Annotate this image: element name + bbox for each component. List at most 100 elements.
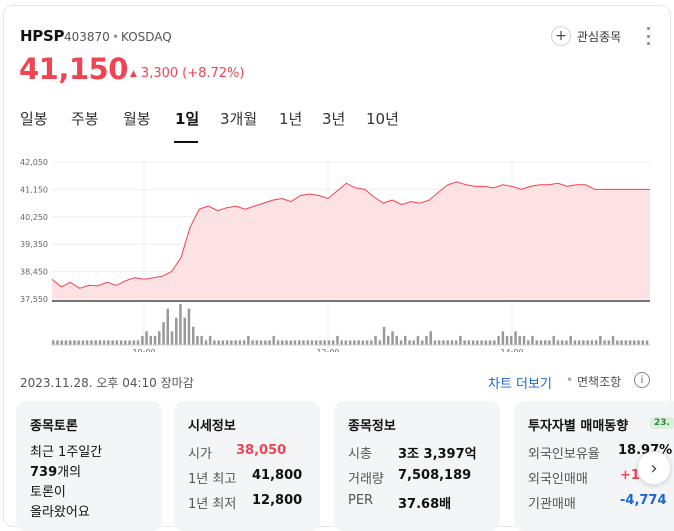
volume-bar: [85, 340, 89, 345]
open-price-value: 38,050: [236, 443, 287, 458]
investor-trend-title: 투자자별 매매동향: [528, 419, 629, 434]
volume-bar: [620, 340, 623, 345]
volume-bar: [192, 326, 195, 345]
tab-weekly[interactable]: 주봉: [71, 110, 99, 128]
volume-bar: [221, 340, 225, 345]
intraday-price-chart[interactable]: 42,050 41,150 40,250 39,350 38,450 37,550 10:0…: [18, 152, 652, 352]
forum-line-3: 토론이: [30, 485, 66, 500]
open-price-row: 시가 38,050: [188, 443, 286, 462]
y-tick-label: 37,550: [20, 295, 48, 304]
volume-bar: [234, 340, 237, 345]
institution-trade-value: -4,774: [620, 493, 667, 508]
volume-bar: [378, 340, 382, 345]
volume-bar: [187, 308, 191, 345]
tab-monthly[interactable]: 월봉: [123, 110, 151, 128]
footer-separator: •: [566, 373, 574, 387]
foreign-trade-value: +1: [620, 468, 640, 483]
date-badge: 23.: [650, 417, 674, 429]
volume-bar: [158, 331, 161, 345]
volume-bar: [374, 335, 377, 345]
foreign-ownership-label: 외국인보유율: [528, 447, 600, 462]
volume-bar: [365, 340, 369, 345]
volume-bar: [425, 335, 428, 345]
tab-10years[interactable]: 10년: [366, 110, 399, 128]
volume-bar: [454, 340, 458, 345]
x-tick-label: 12:00: [316, 348, 339, 352]
volume-bar: [225, 340, 229, 345]
forum-count-suffix: 개의: [57, 465, 82, 480]
volume-bar: [170, 331, 174, 345]
institution-trade-row: 기관매매 -4,774: [528, 493, 667, 512]
volume-bar: [645, 340, 649, 345]
next-panel-button[interactable]: ›: [637, 451, 671, 485]
volume-bar: [323, 340, 326, 345]
per-label: PER: [348, 493, 374, 508]
volume-bar: [459, 335, 462, 345]
volume-bar: [102, 340, 106, 345]
forum-summary: 최근 1주일간 739개의 토론이 올라왔어요: [30, 443, 140, 523]
change-amount: 3,300: [140, 66, 179, 81]
price-area: [52, 181, 650, 299]
tab-1day[interactable]: 1일: [175, 110, 200, 128]
disclaimer-link[interactable]: 면책조항: [577, 375, 622, 389]
volume-bar: [281, 340, 284, 345]
volume-bar: [633, 340, 636, 345]
volume-bar: [315, 340, 318, 345]
volume-bar: [514, 331, 517, 345]
foreign-ownership-row: 외국인보유율 18.97%: [528, 443, 672, 462]
volume-bar: [153, 335, 157, 345]
watchlist-button[interactable]: + 관심종목: [551, 26, 633, 46]
volume-bar: [293, 340, 297, 345]
tab-3months[interactable]: 3개월: [220, 110, 258, 128]
volume-bar: [175, 317, 178, 345]
volume-bar: [298, 340, 301, 345]
volume-bar: [577, 340, 581, 345]
watchlist-label: 관심종목: [577, 29, 622, 44]
forum-panel[interactable]: 종목토론 최근 1주일간 739개의 토론이 올라왔어요: [16, 401, 162, 531]
volume-value: 7,508,189: [398, 468, 472, 483]
volume-bar: [641, 340, 644, 345]
volume-bar: [276, 340, 280, 345]
volume-bar: [145, 331, 148, 345]
market-info-panel[interactable]: 시세정보 시가 38,050 1년 최고 41,800 1년 최저 12,800: [174, 401, 320, 531]
tab-3years[interactable]: 3년: [322, 110, 346, 128]
volume-bar: [136, 340, 140, 345]
volume-bar: [370, 340, 373, 345]
volume-bar: [208, 335, 212, 345]
forum-line-2: 739개의: [30, 463, 140, 483]
open-price-label: 시가: [188, 447, 212, 462]
market-info-title: 시세정보: [188, 419, 236, 434]
volume-bar: [594, 340, 598, 345]
y-tick-label: 38,450: [20, 268, 48, 277]
volume-bar: [344, 340, 348, 345]
y-tick-label: 39,350: [20, 240, 48, 249]
volume-bar: [395, 335, 398, 345]
volume-bar: [399, 340, 403, 345]
volume-bar: [196, 335, 199, 345]
volume-bar: [149, 335, 152, 345]
volume-bar: [166, 308, 169, 345]
volume-bar: [446, 340, 449, 345]
volume-bar: [391, 331, 394, 345]
tab-daily[interactable]: 일봉: [20, 110, 48, 128]
info-icon[interactable]: i: [634, 372, 650, 388]
stock-info-panel[interactable]: 종목정보 시총 3조 3,397억 거래량 7,508,189 PER 37.6…: [334, 401, 500, 531]
chart-more-link[interactable]: 차트 더보기: [488, 377, 552, 392]
chevron-right-icon: ›: [650, 457, 658, 479]
more-vertical-icon[interactable]: [643, 27, 653, 45]
volume-bar: [476, 340, 479, 345]
tab-1year[interactable]: 1년: [279, 110, 303, 128]
volume-bar: [230, 340, 233, 345]
institution-trade-label: 기관매매: [528, 497, 576, 512]
volume-bar: [94, 340, 97, 345]
volume-bar: [569, 335, 572, 345]
volume-bar: [183, 317, 186, 345]
volume-row: 거래량 7,508,189: [348, 468, 471, 487]
volume-bar: [128, 340, 131, 345]
volume-bar: [442, 340, 445, 345]
volume-bar: [77, 340, 80, 345]
price-change: ▲ 3,300 (+8.72%): [130, 66, 244, 81]
volume-bar: [387, 335, 390, 345]
volume-bar: [336, 335, 339, 345]
volume-bar: [132, 340, 136, 345]
